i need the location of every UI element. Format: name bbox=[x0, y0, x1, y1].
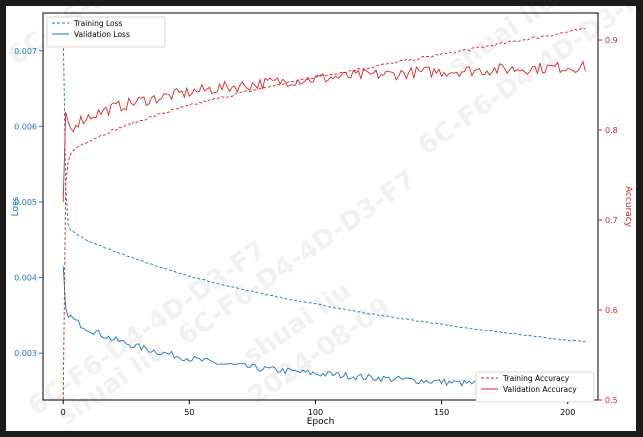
y-right-axis-label: Accuracy bbox=[623, 186, 633, 228]
y-right-tick-label-4: 0.9 bbox=[605, 36, 618, 45]
x-tick-label-0: 0 bbox=[61, 408, 66, 417]
y-right-tick-label-2: 0.7 bbox=[605, 216, 618, 225]
y-left-tick-label-2: 0.005 bbox=[14, 198, 37, 207]
x-tick-label-2: 100 bbox=[308, 408, 323, 417]
y-left-tick-label-4: 0.007 bbox=[14, 47, 37, 56]
legend-accuracy-label-1: Validation Accuracy bbox=[503, 385, 577, 394]
legend-loss-label-0: Training Loss bbox=[73, 19, 123, 28]
legend-accuracy-label-0: Training Accuracy bbox=[502, 374, 570, 383]
legend-loss-label-1: Validation Loss bbox=[74, 30, 130, 39]
series-line-training-loss bbox=[62, 28, 586, 342]
series-line-validation-accuracy bbox=[62, 60, 586, 203]
y-right-tick-label-1: 0.6 bbox=[605, 306, 618, 315]
series-line-training-accuracy bbox=[62, 27, 586, 400]
legend-accuracy-box bbox=[475, 371, 595, 403]
plot-layer: 0 50 100 150 200 0.003 0.004 0.005 0.006 0.007 0.5… bbox=[11, 12, 633, 427]
chart-frame: 6C-F6-D4-4D-D3-F7 shuai liu 2024-08-09 6… bbox=[3, 0, 643, 432]
y-left-tick-label-3: 0.006 bbox=[14, 122, 37, 131]
x-tick-label-4: 200 bbox=[560, 408, 575, 417]
y-right-tick-label-0: 0.5 bbox=[605, 396, 618, 405]
y-left-tick-label-0: 0.003 bbox=[14, 349, 37, 358]
x-axis-label: Epoch bbox=[307, 417, 335, 427]
y-right-tick-label-3: 0.8 bbox=[605, 126, 618, 135]
plot-frame bbox=[42, 12, 599, 401]
y-left-tick-label-1: 0.004 bbox=[14, 274, 37, 283]
legend-loss-box bbox=[46, 16, 166, 48]
chart-svg: 6C-F6-D4-4D-D3-F7 shuai liu 2024-08-09 6… bbox=[3, 0, 643, 432]
x-tick-label-1: 50 bbox=[184, 408, 194, 417]
y-left-axis-label: Loss bbox=[11, 196, 21, 216]
x-tick-label-3: 150 bbox=[434, 408, 449, 417]
